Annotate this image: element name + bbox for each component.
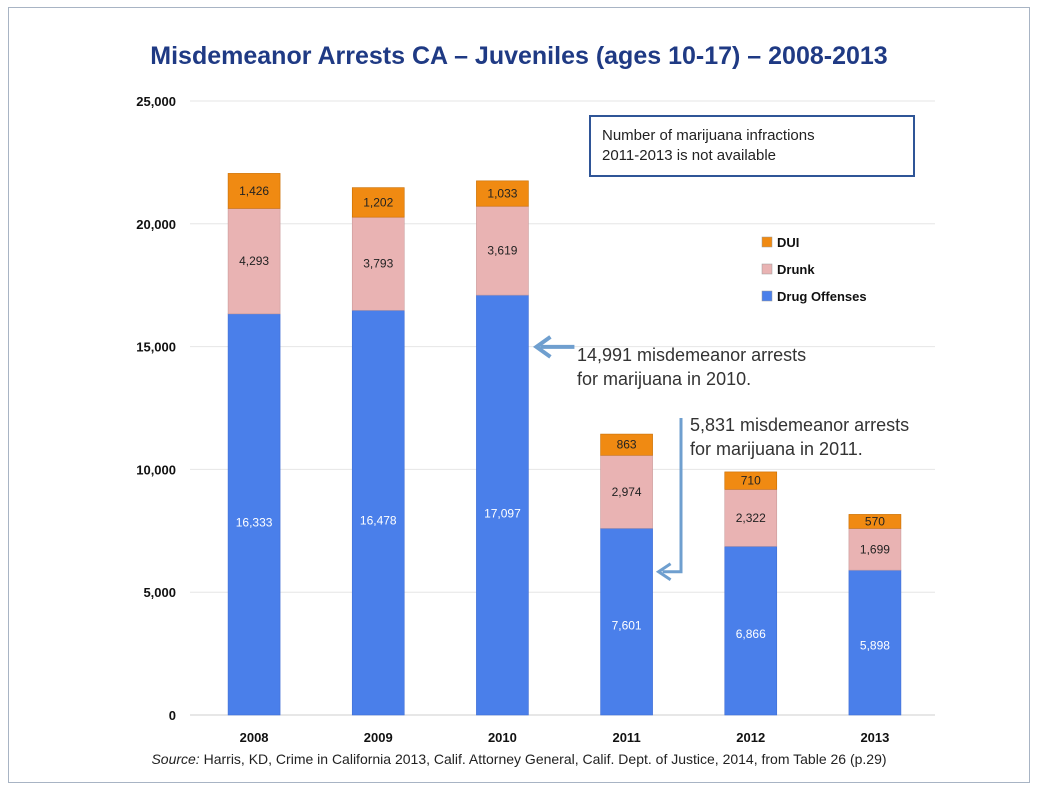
note-line-1: Number of marijuana infractions [602,127,815,144]
y-tick-label: 15,000 [136,340,176,355]
annotation-2011-line-2: for marijuana in 2011. [690,439,863,459]
legend: DUI Drunk Drug Offenses [761,235,867,304]
x-tick-label-2010: 2010 [488,730,517,745]
arrow-2011-head [655,562,672,582]
annotation-2010: 14,991 misdemeanor arrests for marijuana… [577,343,897,391]
arrow-2010-head [532,335,552,359]
legend-label-drug-offenses: Drug Offenses [777,289,867,304]
bar-drunk-2010 [476,205,529,296]
gridlines [190,100,935,716]
data-label-drug-offenses-2010: 17,097 [484,506,521,520]
bar-dui-2008 [227,173,281,209]
data-label-dui-2008: 1,426 [239,184,269,198]
x-tick-label-2013: 2013 [860,730,889,745]
bar-drug-offenses-2013 [848,569,902,716]
legend-swatch-drug-offenses [761,290,773,302]
annotation-2011-line-1: 5,831 misdemeanor arrests [690,415,910,435]
data-label-drunk-2011: 2,974 [612,485,642,499]
source-text: Harris, KD, Crime in California 2013, Ca… [199,751,887,767]
legend-swatch-drunk [761,263,773,275]
bar-drug-offenses-2011 [600,528,653,716]
slide-frame [8,7,1030,783]
annotation-arrows [532,335,683,582]
annotation-2010-line-2: for marijuana in 2010. [577,369,752,389]
data-label-dui-2011: 863 [617,438,637,452]
y-tick-label: 25,000 [136,94,176,109]
bars: 16,333 4,293 1,426 16,478 3,793 1,202 17,097 3,… [227,173,902,716]
bar-drunk-2012 [724,489,778,547]
data-label-drug-offenses-2011: 7,601 [612,618,642,632]
bar-dui-2011 [600,433,653,456]
legend-label-dui: DUI [777,235,799,250]
bar-drunk-2011 [600,454,653,529]
data-label-drunk-2012: 2,322 [736,511,766,525]
x-axis: 2008 2009 2010 2011 2012 2013 [240,730,890,745]
data-label-dui-2013: 570 [865,514,885,528]
y-axis: 0 5,000 10,000 15,000 20,000 25,000 [136,94,176,723]
bar-drug-offenses-2012 [724,546,778,716]
x-tick-label-2008: 2008 [240,730,269,745]
data-label-drunk-2008: 4,293 [239,254,269,268]
bar-dui-2009 [351,187,405,218]
data-label-drug-offenses-2008: 16,333 [236,515,273,529]
data-label-dui-2009: 1,202 [363,195,393,209]
bar-drug-offenses-2008 [227,313,281,716]
source-note: Source: Harris, KD, Crime in California … [0,751,1038,767]
data-label-drunk-2009: 3,793 [363,257,393,271]
legend-label-drunk: Drunk [777,262,815,277]
bar-dui-2010 [476,180,529,207]
note-box: Number of marijuana infractions 2011-201… [589,115,915,177]
note-line-2: 2011-2013 is not available [602,147,777,164]
legend-swatch-dui [761,236,773,248]
x-tick-label-2012: 2012 [736,730,765,745]
source-label: Source: [151,751,200,767]
data-label-dui-2010: 1,033 [487,187,517,201]
annotation-2011: 5,831 misdemeanor arrests for marijuana … [690,413,1010,461]
data-label-drug-offenses-2013: 5,898 [860,638,890,652]
y-tick-label: 5,000 [143,585,176,600]
annotation-2010-line-1: 14,991 misdemeanor arrests [577,345,807,365]
x-tick-label-2009: 2009 [364,730,393,745]
data-label-drug-offenses-2009: 16,478 [360,514,397,528]
bar-dui-2012 [724,471,778,490]
data-label-drunk-2013: 1,699 [860,542,890,556]
y-tick-label: 10,000 [136,462,176,477]
data-label-dui-2012: 710 [741,474,761,488]
x-tick-label-2011: 2011 [612,730,640,745]
bar-dui-2013 [848,514,902,529]
bar-drunk-2013 [848,528,902,571]
data-label-drunk-2010: 3,619 [487,244,517,258]
arrow-2011-shaft [662,418,683,574]
data-label-drug-offenses-2012: 6,866 [736,627,766,641]
y-tick-label: 0 [169,708,176,723]
bar-drug-offenses-2010 [476,294,529,716]
bar-drug-offenses-2009 [351,310,405,716]
chart-title: Misdemeanor Arrests CA – Juveniles (ages… [150,42,888,70]
y-tick-label: 20,000 [136,217,176,232]
